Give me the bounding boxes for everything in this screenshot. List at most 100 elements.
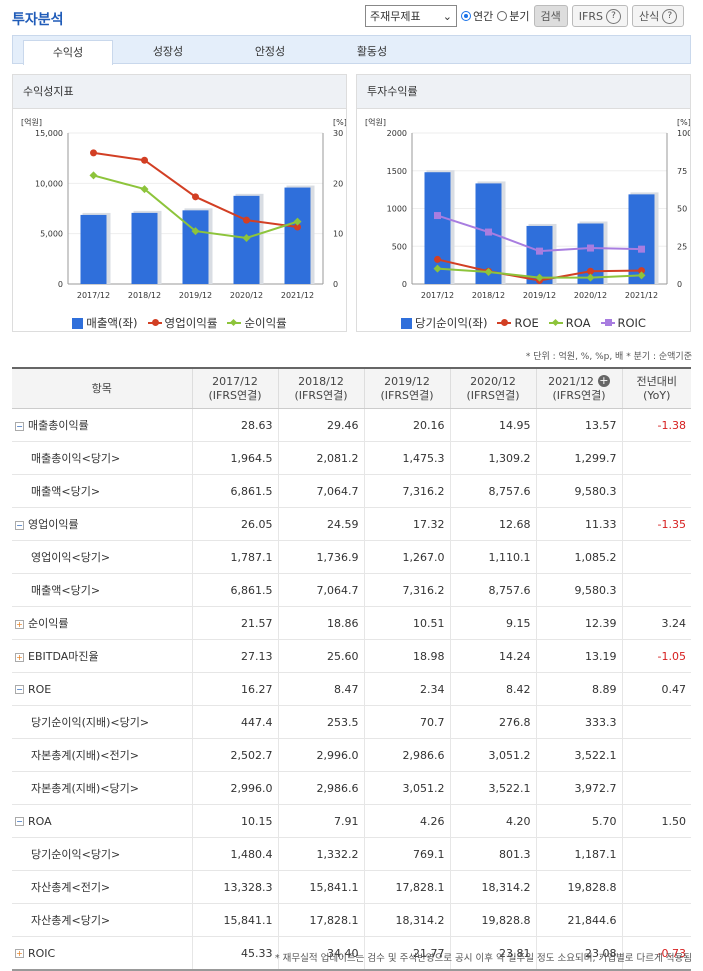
- tab-profitability[interactable]: 수익성: [23, 40, 113, 65]
- table-cell: 13.57: [535, 408, 622, 442]
- table-cell: 27.13: [191, 639, 278, 673]
- table-cell: 18.98: [363, 639, 450, 673]
- x-tick-label: 2017/12: [421, 291, 454, 300]
- line-point: [294, 223, 301, 231]
- table-row: 매출액<당기> 6,861.5 7,064.7 7,316.2 8,757.6 9,580…: [12, 474, 691, 508]
- table-row: + EBITDA마진율 27.13 25.60 18.98 14.24 13.19 -1.05: [12, 639, 691, 673]
- line-point: [90, 149, 97, 157]
- question-icon: ?: [605, 8, 621, 24]
- bar: [182, 210, 209, 284]
- legend-bar-swatch: [72, 317, 84, 329]
- table-cell: 18,314.2: [449, 870, 536, 904]
- y2-tick-label: 100: [677, 129, 690, 138]
- legend-line-swatch: [548, 318, 563, 327]
- row-label: 당기순이익<당기>: [12, 837, 192, 871]
- table-cell: 6,861.5: [191, 474, 278, 508]
- yoy-cell: [621, 441, 691, 475]
- tab-growth[interactable]: 성장성: [152, 45, 184, 58]
- statement-select[interactable]: 주재무제표 ⌄: [365, 5, 457, 27]
- table-row: − ROE 16.27 8.47 2.34 8.42 8.89 0.47: [12, 672, 691, 706]
- row-label[interactable]: + 순이익률: [12, 606, 192, 640]
- radio-quarter-label: 분기: [509, 10, 530, 23]
- legend-marker: [151, 319, 159, 326]
- radio-annual[interactable]: 연간: [461, 8, 493, 24]
- y2-tick-label: 50: [677, 205, 687, 214]
- table-cell: 1,267.0: [363, 540, 450, 574]
- expand-icon[interactable]: +: [15, 619, 24, 629]
- table-cell: 21.77: [363, 936, 450, 971]
- line-point: [586, 273, 595, 282]
- yoy-cell: [621, 738, 691, 772]
- search-button[interactable]: 검색: [533, 5, 568, 27]
- table-cell: 333.3: [535, 705, 622, 739]
- bar: [131, 212, 158, 284]
- row-label[interactable]: − ROE: [12, 672, 192, 706]
- table-row: 매출총이익<당기> 1,964.5 2,081.2 1,475.3 1,309.2 1,2…: [12, 441, 691, 475]
- collapse-icon[interactable]: −: [15, 685, 24, 694]
- row-label: 자본총계(지배)<당기>: [12, 771, 192, 805]
- y-tick-label: 2000: [387, 129, 407, 138]
- row-label[interactable]: − 매출총이익률: [12, 408, 192, 442]
- line-point: [638, 267, 645, 275]
- collapse-icon[interactable]: −: [15, 817, 24, 826]
- expand-icon[interactable]: +: [15, 652, 24, 662]
- table-cell: 7,064.7: [277, 573, 364, 607]
- profitability-chart: [억원] [%] 15,000 30 10,000 20 5,000 10 0 0 2017/12 2…: [21, 117, 346, 300]
- table-cell: 29.46: [277, 408, 364, 442]
- statement-select-value: 주재무제표: [370, 10, 421, 23]
- formula-help-button[interactable]: 산식 ?: [631, 5, 685, 27]
- yoy-cell: 0.47: [621, 672, 691, 706]
- y-tick-label: 0: [58, 280, 63, 289]
- bar: [80, 214, 107, 284]
- table-cell: 23.81: [449, 936, 536, 971]
- ifrs-help-button[interactable]: IFRS ?: [571, 5, 628, 27]
- yoy-cell: -1.05: [621, 639, 691, 673]
- collapse-icon[interactable]: −: [15, 520, 24, 530]
- table-cell: 28.63: [191, 408, 278, 442]
- legend-line-swatch: [227, 318, 242, 327]
- question-icon: ?: [662, 8, 678, 24]
- row-label: 매출액<당기>: [12, 474, 192, 508]
- collapse-icon[interactable]: −: [15, 421, 24, 431]
- table-cell: 253.5: [277, 705, 364, 739]
- row-label[interactable]: − 영업이익률: [12, 507, 192, 541]
- legend-item: 매출액(좌): [72, 315, 138, 331]
- table-cell: 1,299.7: [535, 441, 622, 475]
- row-label[interactable]: + ROIC: [12, 936, 192, 971]
- table-cell: 45.33: [191, 936, 278, 971]
- table-row: 자산총계<전기> 13,328.3 15,841.1 17,828.1 18,314.2…: [12, 870, 691, 904]
- legend-item: ROIC: [600, 315, 646, 331]
- line-point: [141, 156, 148, 164]
- table-row: 당기순이익(지배)<당기> 447.4 253.5 70.7 276.8 333.3: [12, 705, 691, 739]
- x-tick-label: 2019/12: [523, 291, 556, 300]
- add-column-icon[interactable]: +: [597, 373, 610, 387]
- table-cell: 276.8: [449, 705, 536, 739]
- y2-tick-label: 75: [677, 167, 687, 176]
- legend-line-swatch: [147, 319, 162, 326]
- table-cell: 10.15: [191, 804, 278, 838]
- table-cell: 8.89: [535, 672, 622, 706]
- profitability-chart-panel: 수익성지표 [억원] [%] 15,000 30 10,000 20 5,000 10 0 0 20…: [12, 74, 347, 332]
- table-cell: 447.4: [191, 705, 278, 739]
- legend-line-swatch: [600, 319, 615, 326]
- radio-quarter[interactable]: 분기: [497, 8, 530, 24]
- chart-legend: 당기순이익(좌) ROE ROA ROIC: [357, 315, 690, 331]
- tab-activity[interactable]: 활동성: [356, 45, 388, 58]
- column-header: 2021/12 + (IFRS연결): [535, 368, 622, 409]
- radio-unchecked-icon: [497, 11, 508, 21]
- column-header: 항목: [12, 368, 192, 409]
- page-title: 투자분석: [12, 12, 64, 28]
- table-row: − 영업이익률 26.05 24.59 17.32 12.68 11.33 -1.35: [12, 507, 691, 541]
- row-label[interactable]: − ROA: [12, 804, 192, 838]
- row-label[interactable]: + EBITDA마진율: [12, 639, 192, 673]
- table-cell: 11.33: [535, 507, 622, 541]
- tab-stability[interactable]: 안정성: [254, 45, 286, 58]
- table-cell: 9.15: [449, 606, 536, 640]
- table-row: 자본총계(지배)<전기> 2,502.7 2,996.0 2,986.6 3,051.2…: [12, 738, 691, 772]
- table-cell: 8.47: [277, 672, 364, 706]
- line-point: [192, 193, 199, 201]
- expand-icon[interactable]: +: [15, 949, 24, 958]
- legend-item: 영업이익률: [147, 315, 217, 331]
- table-cell: 1,964.5: [191, 441, 278, 475]
